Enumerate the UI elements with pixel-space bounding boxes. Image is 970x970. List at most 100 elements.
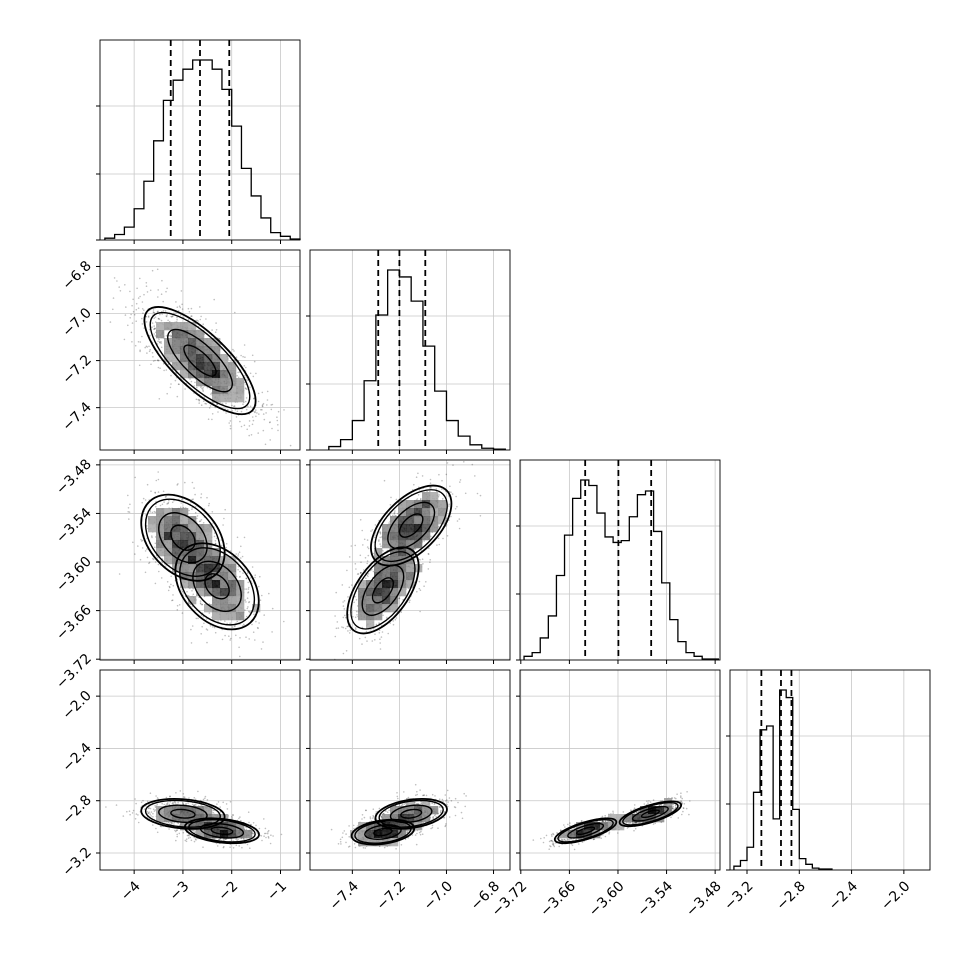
sample-point (134, 476, 136, 479)
sample-point (137, 341, 140, 343)
sample-point (140, 540, 143, 542)
sample-point (156, 359, 159, 362)
density-cell (228, 588, 237, 597)
sample-point (240, 545, 242, 548)
sample-point (196, 319, 198, 322)
sample-point (260, 835, 263, 837)
sample-point (116, 280, 118, 282)
sample-point (158, 338, 160, 341)
density-cell (390, 524, 399, 533)
y-tick-label: −3.60 (53, 554, 95, 596)
histogram-panel-2 (516, 459, 721, 664)
histogram-panel-3: −3.2 −2.8 −2.4 −2.0 (721, 669, 931, 914)
sample-point (195, 398, 198, 401)
sample-point (175, 301, 177, 303)
sample-point (248, 638, 250, 640)
sample-point (255, 824, 257, 827)
histogram-step (104, 59, 301, 240)
density-cell (220, 378, 229, 387)
sample-point (419, 610, 421, 613)
sample-point (216, 403, 218, 406)
sample-point (168, 499, 170, 502)
sample-point (268, 592, 270, 595)
sample-point (402, 599, 404, 601)
density-cell (390, 604, 399, 613)
sample-point (226, 622, 228, 625)
sample-point (215, 537, 218, 540)
sample-point (109, 321, 112, 323)
sample-point (192, 498, 194, 501)
contour-outer (346, 546, 420, 635)
density-cell (204, 370, 213, 379)
sample-point (248, 586, 250, 589)
sample-point (479, 494, 482, 497)
sample-point (413, 483, 415, 486)
density-cell (212, 548, 221, 557)
density-cell (220, 386, 229, 395)
sample-point (246, 379, 249, 381)
sample-point (249, 610, 251, 613)
sample-point (239, 655, 241, 658)
sample-point (438, 543, 441, 546)
density-cell (252, 604, 261, 613)
sample-point (244, 400, 247, 403)
sample-point (245, 615, 248, 618)
density-cell (180, 580, 189, 589)
sample-point (196, 386, 198, 389)
sample-point (165, 315, 167, 317)
density-cell (366, 596, 375, 605)
sample-point (170, 315, 172, 318)
sample-point (252, 631, 255, 633)
sample-point (146, 291, 149, 293)
sample-point (261, 391, 264, 394)
density-cell (228, 580, 237, 589)
sample-point (174, 379, 177, 382)
sample-point (343, 608, 346, 610)
sample-point (456, 505, 458, 508)
sample-point (221, 402, 223, 405)
sample-point (167, 319, 169, 322)
density-cell (406, 508, 415, 517)
sample-point (179, 306, 182, 309)
density-cell (196, 548, 205, 557)
density-cell (172, 532, 181, 541)
scatter-panel-3-0: −4 −3 −2 −1−3.2−2.8−2.4−2.0 (59, 669, 301, 904)
sample-point (157, 491, 160, 493)
sample-point (334, 635, 337, 638)
sample-point (157, 289, 159, 291)
density-cell (414, 508, 423, 517)
sample-point (378, 632, 381, 634)
sample-point (342, 626, 345, 629)
density-cell (220, 362, 229, 371)
sample-point (247, 591, 250, 593)
sample-point (361, 643, 363, 645)
sample-point (243, 424, 246, 427)
sample-point (450, 491, 452, 494)
sample-point (344, 614, 346, 617)
sample-point (154, 582, 157, 585)
density-cell (406, 564, 415, 573)
sample-point (345, 650, 348, 652)
sample-point (144, 550, 147, 552)
sample-point (207, 504, 210, 507)
density-cell (382, 532, 391, 541)
sample-point (213, 535, 216, 538)
sample-point (464, 492, 467, 495)
sample-point (145, 282, 148, 284)
sample-point (280, 833, 283, 836)
sample-point (151, 511, 154, 514)
sample-point (187, 318, 190, 321)
sample-point (214, 331, 217, 334)
sample-point (128, 810, 131, 812)
density-cell (220, 394, 229, 403)
sample-point (129, 503, 131, 506)
x-tick-label: −2.8 (774, 878, 809, 913)
density-cell (204, 362, 213, 371)
sample-point (243, 568, 246, 570)
sample-point (276, 419, 279, 422)
sample-point (418, 580, 421, 583)
density-cell (438, 500, 447, 509)
density-cell (228, 604, 237, 613)
sample-point (157, 310, 159, 313)
density-cell (156, 540, 165, 549)
